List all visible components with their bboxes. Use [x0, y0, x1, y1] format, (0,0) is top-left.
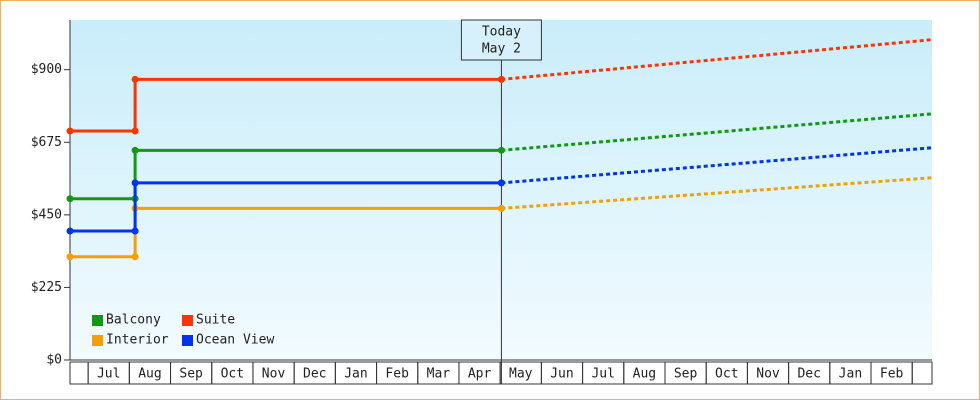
legend-swatch: [92, 335, 103, 346]
projection-line: [501, 176, 933, 210]
x-tick-label: Apr: [468, 367, 492, 382]
today-box: [460, 19, 542, 61]
month-cell: [911, 361, 933, 385]
today-label: Today: [482, 25, 521, 40]
point: [131, 179, 139, 187]
legend-label: Ocean View: [196, 333, 274, 348]
x-tick-label: Aug: [633, 367, 656, 382]
x-tick-label: Nov: [756, 367, 780, 382]
point: [66, 227, 74, 235]
point: [131, 227, 139, 235]
x-tick-label: Aug: [138, 367, 161, 382]
projection-line: [501, 146, 933, 185]
point: [497, 204, 505, 212]
point: [131, 253, 139, 261]
projection-line: [501, 38, 933, 81]
point: [131, 127, 139, 135]
point: [497, 75, 505, 83]
point: [131, 146, 139, 154]
y-tick-label: $900: [31, 62, 62, 77]
x-tick-label: Feb: [880, 367, 904, 382]
point: [131, 75, 139, 83]
legend-label: Suite: [196, 313, 235, 328]
y-tick-label: $0: [46, 353, 62, 368]
point: [497, 146, 505, 154]
y-tick-label: $675: [31, 135, 62, 150]
series-line: [70, 181, 502, 233]
x-tick-label: Feb: [385, 367, 409, 382]
x-tick-label: Sep: [179, 367, 203, 382]
point: [497, 179, 505, 187]
legend-label: Balcony: [106, 313, 161, 328]
x-tick-label: Jan: [344, 367, 367, 382]
series-line: [70, 77, 502, 133]
x-tick-label: Sep: [674, 367, 698, 382]
x-tick-label: May: [509, 367, 533, 382]
projection-line: [501, 112, 933, 152]
y-tick-label: $225: [31, 280, 62, 295]
x-tick-label: Oct: [221, 367, 244, 382]
point: [66, 253, 74, 261]
today-label: May 2: [482, 42, 521, 57]
x-tick-label: Dec: [797, 367, 820, 382]
point: [66, 195, 74, 203]
x-tick-label: Dec: [303, 367, 326, 382]
series-line: [70, 148, 502, 201]
point: [66, 127, 74, 135]
x-tick-label: Jun: [550, 367, 573, 382]
legend-swatch: [92, 315, 103, 326]
legend-swatch: [182, 315, 193, 326]
x-tick-label: Nov: [262, 367, 286, 382]
legend-swatch: [182, 335, 193, 346]
x-tick-label: Jul: [591, 367, 614, 382]
legend-label: Interior: [106, 333, 169, 348]
y-tick-label: $450: [31, 207, 62, 222]
x-tick-label: Jul: [97, 367, 120, 382]
x-tick-label: Jan: [839, 367, 862, 382]
x-tick-label: Mar: [427, 367, 451, 382]
x-tick-label: Oct: [715, 367, 738, 382]
